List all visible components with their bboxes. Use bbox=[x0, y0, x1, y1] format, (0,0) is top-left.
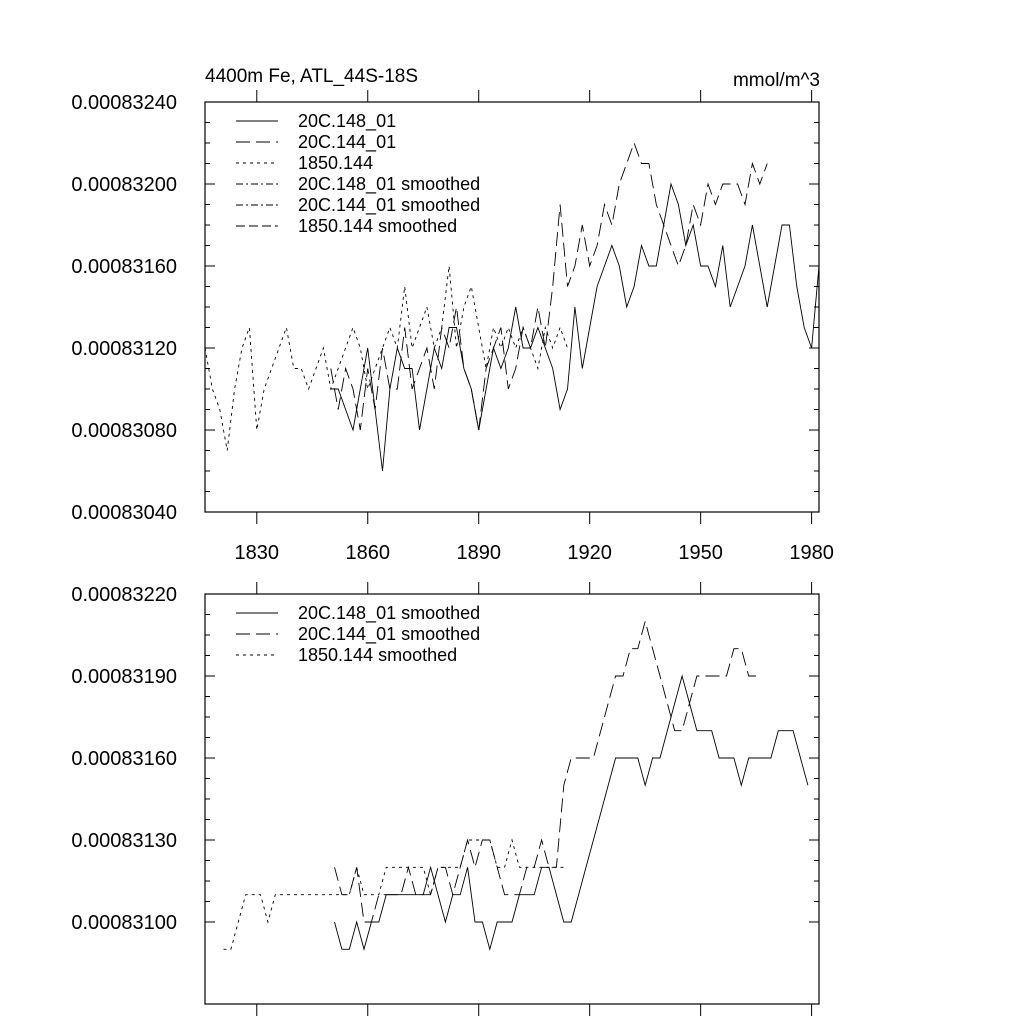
series-line bbox=[334, 674, 809, 952]
series-group-bottom bbox=[223, 619, 809, 952]
x-tick-label: 1890 bbox=[456, 542, 501, 564]
legend-label: 1850.144 bbox=[298, 153, 373, 173]
y-tick-label: 0.00083080 bbox=[71, 420, 177, 442]
x-tick-label: 1920 bbox=[567, 542, 612, 564]
units-label: mmol/m^3 bbox=[733, 70, 820, 91]
legend-label: 20C.148_01 smoothed bbox=[298, 603, 480, 624]
series-line bbox=[330, 182, 820, 472]
legend-label: 20C.144_01 bbox=[298, 132, 396, 153]
y-tick-label: 0.00083160 bbox=[71, 748, 177, 770]
legend-label: 20C.144_01 smoothed bbox=[298, 195, 480, 216]
legend-label: 20C.148_01 smoothed bbox=[298, 174, 480, 195]
y-tick-label: 0.00083220 bbox=[71, 584, 177, 606]
x-tick-label: 1860 bbox=[345, 542, 390, 564]
series-line bbox=[334, 619, 757, 923]
legend-label: 20C.144_01 smoothed bbox=[298, 624, 480, 645]
axis-ticks-top: 0.00083040 0.00083080 0.00083120 0.00083160… bbox=[71, 90, 834, 564]
x-tick-label: 1950 bbox=[678, 542, 723, 564]
y-tick-label: 0.00083200 bbox=[71, 174, 177, 196]
series-line bbox=[330, 141, 768, 431]
y-tick-label: 0.00083040 bbox=[71, 502, 177, 524]
x-tick-label: 1980 bbox=[789, 542, 834, 564]
y-tick-label: 0.00083120 bbox=[71, 338, 177, 360]
y-tick-label: 0.00083160 bbox=[71, 256, 177, 278]
series-line bbox=[223, 838, 564, 950]
legend-label: 20C.148_01 bbox=[298, 111, 396, 132]
top-panel: 4400m Fe, ATL_44S-18S mmol/m^3 0.0008304… bbox=[71, 66, 834, 564]
series-group-top bbox=[204, 141, 820, 472]
bottom-panel: 0.00083100 0.00083130 0.00083160 0.00083190… bbox=[71, 582, 820, 1016]
chart-title: 4400m Fe, ATL_44S-18S bbox=[205, 66, 418, 87]
legend-label: 1850.144 smoothed bbox=[298, 645, 457, 665]
x-tick-label: 1830 bbox=[235, 542, 280, 564]
y-tick-label: 0.00083130 bbox=[71, 830, 177, 852]
series-line bbox=[204, 265, 568, 451]
y-tick-label: 0.00083100 bbox=[71, 912, 177, 934]
y-tick-label: 0.00083240 bbox=[71, 92, 177, 114]
legend-label: 1850.144 smoothed bbox=[298, 216, 457, 236]
axis-ticks-bottom: 0.00083100 0.00083130 0.00083160 0.00083190… bbox=[71, 582, 819, 1016]
y-tick-label: 0.00083190 bbox=[71, 666, 177, 688]
